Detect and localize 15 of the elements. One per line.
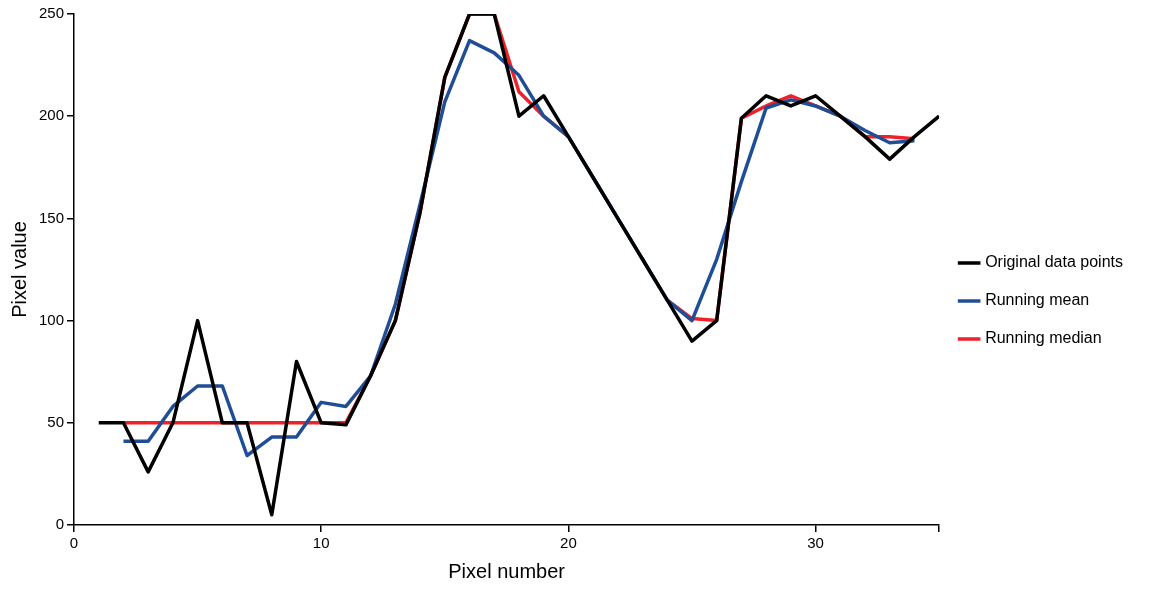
- y-axis-title: Pixel value: [7, 221, 30, 318]
- y-tick-label: 0: [55, 515, 65, 533]
- legend-label: Running mean: [985, 291, 1090, 309]
- y-tick-label: 200: [39, 106, 65, 124]
- x-tick-label: 20: [560, 534, 577, 552]
- y-tick-label: 50: [47, 412, 65, 430]
- y-tick-label: 100: [39, 310, 65, 328]
- legend-label: Original data points: [985, 253, 1123, 271]
- x-axis-title: Pixel number: [448, 559, 566, 582]
- y-tick-label: 250: [39, 4, 65, 22]
- y-tick-label: 150: [39, 208, 65, 226]
- legend-label: Running median: [985, 329, 1102, 347]
- x-tick-label: 10: [312, 534, 330, 552]
- x-tick-label: 0: [69, 534, 79, 552]
- x-tick-label: 30: [807, 534, 824, 552]
